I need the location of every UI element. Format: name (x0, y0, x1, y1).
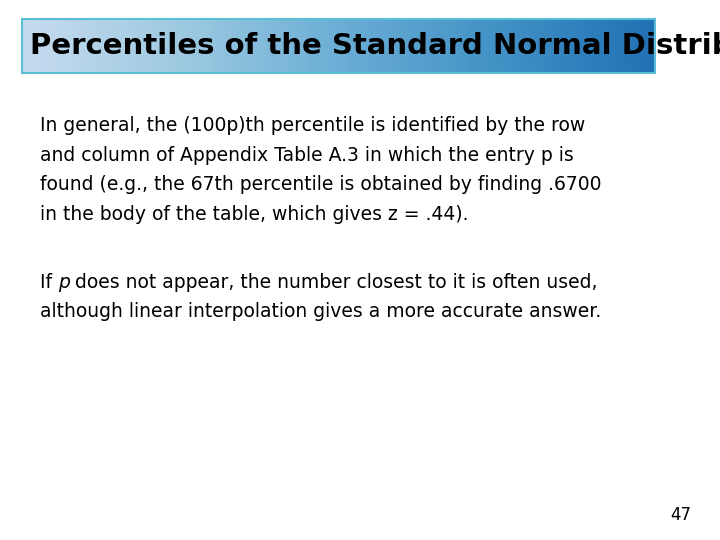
Text: found (e.g., the 67th percentile is obtained by finding .6700: found (e.g., the 67th percentile is obta… (40, 176, 601, 194)
Text: does not appear, the number closest to it is often used,: does not appear, the number closest to i… (69, 273, 598, 292)
Text: in the body of the table, which gives z = .44).: in the body of the table, which gives z … (40, 205, 468, 224)
Text: If: If (40, 273, 58, 292)
Text: and column of Appendix Table A.3 in which the entry p is: and column of Appendix Table A.3 in whic… (40, 146, 573, 165)
Text: 47: 47 (670, 506, 691, 524)
Text: In general, the (100p)th percentile is identified by the row: In general, the (100p)th percentile is i… (40, 116, 585, 135)
Text: Percentiles of the Standard Normal Distribution: Percentiles of the Standard Normal Distr… (30, 32, 720, 60)
Text: although linear interpolation gives a more accurate answer.: although linear interpolation gives a mo… (40, 302, 601, 321)
Text: p: p (58, 273, 69, 292)
